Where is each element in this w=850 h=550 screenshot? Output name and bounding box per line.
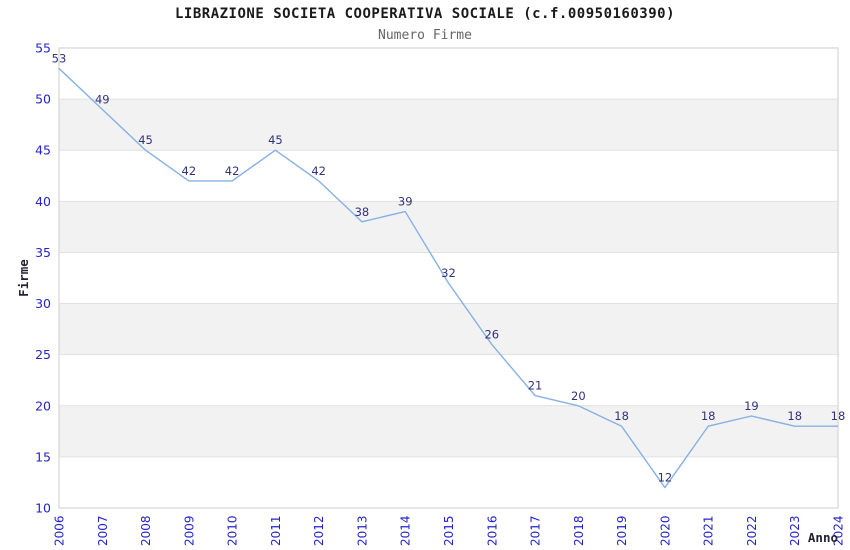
point-value-label: 45 — [268, 133, 283, 147]
point-value-label: 21 — [528, 379, 543, 393]
point-value-label: 53 — [52, 51, 67, 65]
plot-band — [59, 201, 838, 253]
chart-subtitle: Numero Firme — [378, 28, 472, 43]
x-tick-label: 2012 — [312, 515, 326, 546]
point-value-label: 18 — [614, 409, 629, 423]
point-value-label: 12 — [658, 471, 673, 485]
x-tick-label: 2023 — [788, 515, 802, 546]
x-tick-label: 2016 — [485, 515, 499, 546]
point-value-label: 32 — [441, 266, 456, 280]
x-tick-label: 2008 — [139, 515, 153, 546]
point-value-label: 26 — [484, 327, 499, 341]
x-tick-label: 2024 — [832, 515, 846, 546]
x-tick-label: 2010 — [226, 515, 240, 546]
point-value-label: 39 — [398, 195, 413, 209]
x-tick-label: 2017 — [529, 515, 543, 546]
point-value-label: 49 — [95, 92, 110, 106]
point-value-label: 18 — [831, 409, 846, 423]
x-tick-label: 2007 — [96, 515, 110, 546]
x-axis-title: Anno — [808, 530, 838, 545]
chart-title: LIBRAZIONE SOCIETA COOPERATIVA SOCIALE (… — [174, 6, 675, 22]
x-tick-label: 2014 — [399, 515, 413, 546]
x-tick-label: 2013 — [355, 515, 369, 546]
y-tick-label: 30 — [35, 296, 51, 311]
y-tick-label: 25 — [35, 347, 51, 362]
firme-line-series — [58, 67, 838, 489]
plot-border — [58, 47, 839, 509]
plot-band — [59, 99, 838, 151]
y-tick-label: 10 — [35, 501, 51, 516]
x-tick-label: 2021 — [702, 515, 716, 546]
point-value-label: 42 — [225, 164, 240, 178]
x-tick-label: 2015 — [442, 515, 456, 546]
plot-band — [59, 405, 838, 457]
y-axis-title: Firme — [16, 259, 31, 297]
point-value-label: 38 — [355, 205, 370, 219]
point-value-label: 20 — [571, 389, 586, 403]
x-tick-label: 2011 — [269, 515, 283, 546]
y-tick-label: 45 — [35, 143, 51, 158]
y-tick-label: 40 — [35, 194, 51, 209]
x-tick-label: 2006 — [53, 515, 67, 546]
x-tick-label: 2018 — [572, 515, 586, 546]
y-tick-label: 50 — [35, 92, 51, 107]
point-value-label: 45 — [138, 133, 153, 147]
plot-band — [59, 303, 838, 355]
x-tick-label: 2009 — [182, 515, 196, 546]
y-tick-label: 20 — [35, 398, 51, 413]
point-value-label: 42 — [311, 164, 326, 178]
x-tick-label: 2022 — [745, 515, 759, 546]
y-tick-label: 35 — [35, 245, 51, 260]
point-value-label: 18 — [701, 409, 716, 423]
point-value-label: 19 — [744, 399, 759, 413]
y-tick-label: 15 — [35, 449, 51, 464]
point-value-label: 18 — [787, 409, 802, 423]
x-tick-label: 2020 — [658, 515, 672, 546]
x-tick-label: 2019 — [615, 515, 629, 546]
y-tick-label: 55 — [35, 41, 51, 56]
point-value-label: 42 — [182, 164, 197, 178]
